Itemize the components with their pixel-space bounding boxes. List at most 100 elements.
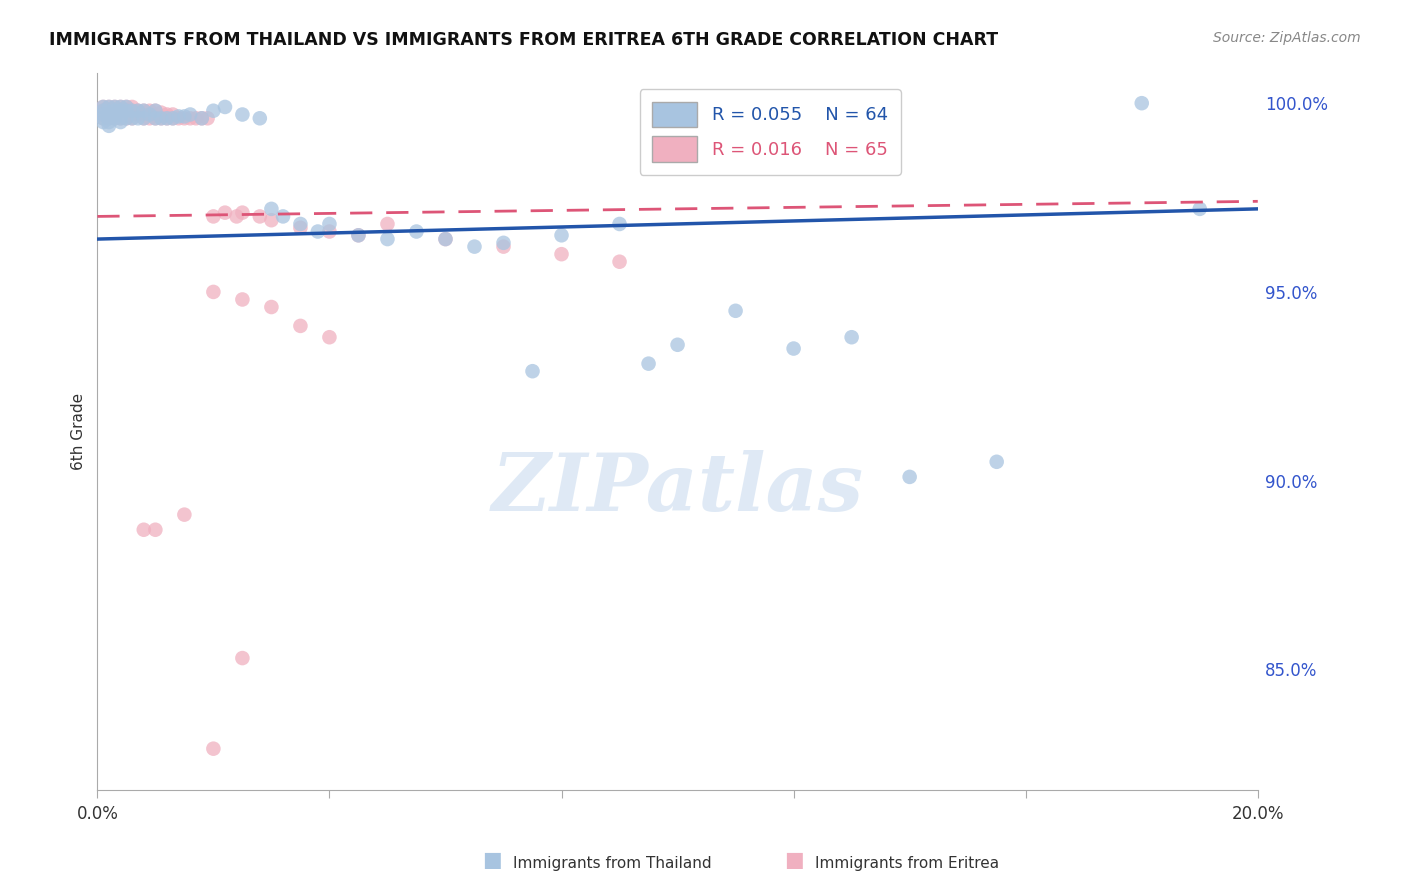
Point <box>173 112 195 126</box>
Point <box>91 103 114 118</box>
Point <box>782 342 804 356</box>
Point <box>318 225 340 239</box>
Point <box>97 100 120 114</box>
Point <box>132 103 155 118</box>
Point <box>249 112 271 126</box>
Legend: R = 0.055    N = 64, R = 0.016    N = 65: R = 0.055 N = 64, R = 0.016 N = 65 <box>640 89 901 175</box>
Text: Immigrants from Eritrea: Immigrants from Eritrea <box>815 856 1000 871</box>
Point <box>260 213 283 227</box>
Point <box>97 107 120 121</box>
Point <box>91 103 114 118</box>
Point <box>115 112 138 126</box>
Point <box>550 228 572 243</box>
Point <box>115 100 138 114</box>
Point <box>1130 96 1153 111</box>
Point <box>167 109 190 123</box>
Point <box>231 293 253 307</box>
Point <box>104 103 127 118</box>
Point <box>97 112 120 126</box>
Point <box>150 105 173 120</box>
Point <box>167 112 190 126</box>
Point <box>91 107 114 121</box>
Point <box>150 112 173 126</box>
Text: Source: ZipAtlas.com: Source: ZipAtlas.com <box>1213 31 1361 45</box>
Point <box>132 112 155 126</box>
Point <box>202 210 225 224</box>
Point <box>104 112 127 126</box>
Point <box>104 107 127 121</box>
Point <box>463 239 485 253</box>
Point <box>110 112 132 126</box>
Point <box>191 112 214 126</box>
Point <box>115 100 138 114</box>
Point <box>110 103 132 118</box>
Point <box>841 330 863 344</box>
Point <box>260 300 283 314</box>
Point <box>115 103 138 118</box>
Point <box>260 202 283 216</box>
Text: IMMIGRANTS FROM THAILAND VS IMMIGRANTS FROM ERITREA 6TH GRADE CORRELATION CHART: IMMIGRANTS FROM THAILAND VS IMMIGRANTS F… <box>49 31 998 49</box>
Point <box>550 247 572 261</box>
Point <box>150 112 173 126</box>
Point <box>202 741 225 756</box>
Point <box>184 112 207 126</box>
Point <box>162 112 184 126</box>
Point <box>145 103 167 118</box>
Point <box>115 103 138 118</box>
Point <box>145 103 167 118</box>
Point <box>91 115 114 129</box>
Point <box>138 103 160 118</box>
Point <box>145 523 167 537</box>
Point <box>97 115 120 129</box>
Point <box>1188 202 1211 216</box>
Point <box>110 112 132 126</box>
Point <box>318 330 340 344</box>
Point <box>173 508 195 522</box>
Point <box>347 228 370 243</box>
Point <box>97 119 120 133</box>
Point <box>138 107 160 121</box>
Point <box>271 210 294 224</box>
Point <box>121 103 143 118</box>
Text: ■: ■ <box>482 850 502 870</box>
Point <box>225 210 247 224</box>
Point <box>307 225 329 239</box>
Point <box>724 303 747 318</box>
Point <box>179 112 201 126</box>
Point <box>179 107 201 121</box>
Point <box>231 107 253 121</box>
Y-axis label: 6th Grade: 6th Grade <box>72 393 86 470</box>
Point <box>104 100 127 114</box>
Point <box>121 112 143 126</box>
Point <box>290 217 312 231</box>
Text: Immigrants from Thailand: Immigrants from Thailand <box>513 856 711 871</box>
Point <box>986 455 1008 469</box>
Point <box>156 112 179 126</box>
Point <box>145 112 167 126</box>
Point <box>637 357 659 371</box>
Text: ■: ■ <box>785 850 804 870</box>
Point <box>104 112 127 126</box>
Point <box>290 220 312 235</box>
Point <box>97 112 120 126</box>
Point <box>156 107 179 121</box>
Point <box>405 225 427 239</box>
Point <box>609 217 631 231</box>
Point <box>162 112 184 126</box>
Point <box>197 112 219 126</box>
Point <box>138 112 160 126</box>
Point <box>91 112 114 126</box>
Point <box>173 109 195 123</box>
Point <box>492 239 515 253</box>
Point <box>91 100 114 114</box>
Point <box>290 318 312 333</box>
Point <box>115 112 138 126</box>
Point <box>231 651 253 665</box>
Point <box>145 112 167 126</box>
Point <box>97 100 120 114</box>
Point <box>202 103 225 118</box>
Point <box>434 232 457 246</box>
Point <box>97 107 120 121</box>
Point <box>121 103 143 118</box>
Point <box>377 232 399 246</box>
